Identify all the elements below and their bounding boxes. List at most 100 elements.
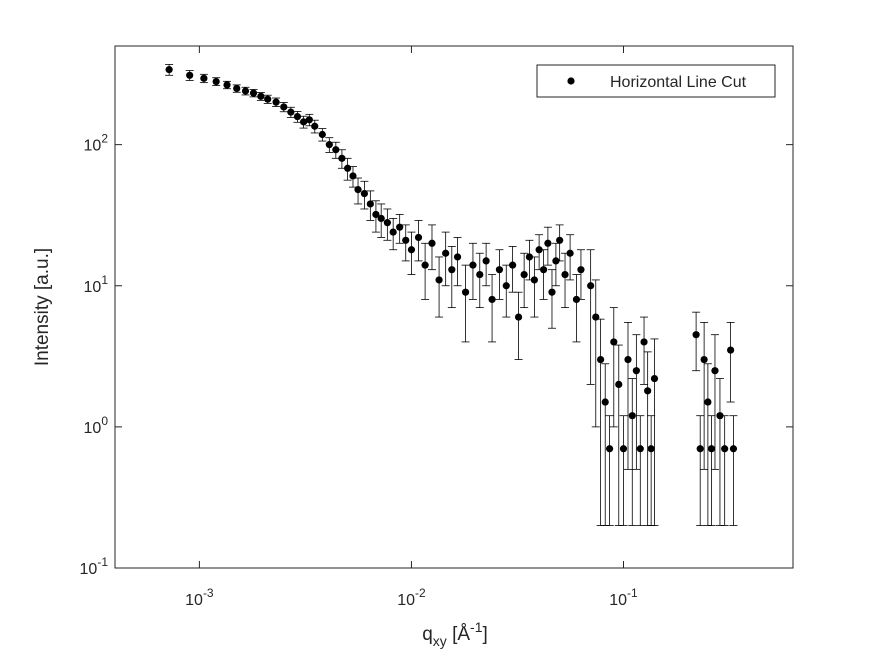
marker [428,239,436,247]
marker [318,130,326,139]
marker [711,367,719,375]
error-bar [636,415,645,526]
error-bar [729,415,738,526]
marker [407,246,416,254]
marker [615,380,623,388]
marker [721,445,729,453]
error-bar [453,237,462,287]
marker [561,270,569,279]
legend: Horizontal Line Cut [536,64,776,98]
error-bar [482,242,491,287]
tick-label: 10-1 [80,555,109,578]
marker [624,355,632,364]
x-label-part: [Å [447,624,471,645]
tick-exponent: 0 [101,414,108,428]
marker [165,66,173,74]
marker [461,288,470,296]
marker [311,122,319,130]
error-bar [609,307,618,428]
marker [360,189,368,198]
marker [349,172,357,180]
marker [729,445,738,453]
marker [530,276,538,284]
marker [305,116,313,124]
error-bar [514,291,523,360]
error-bar [696,415,705,526]
marker [469,261,477,269]
error-bar [605,415,614,526]
marker [272,98,280,106]
error-bar [407,231,416,275]
error-bar [441,231,450,287]
marker [344,164,352,172]
legend-label: Horizontal Line Cut [610,74,747,91]
error-bar [475,252,484,309]
marker [389,228,397,236]
error-bar [628,378,637,526]
tick-base: 10 [609,592,627,609]
marker [396,223,404,231]
x-label-sup: -1 [470,619,483,635]
marker [601,398,609,406]
error-bar [710,334,719,470]
marker [644,387,652,395]
marker [249,89,258,97]
marker [544,239,552,247]
marker [647,445,655,453]
x-label-sub: xy [433,633,447,649]
marker [476,270,484,279]
tick-base: 10 [397,592,415,609]
error-bar [692,311,701,372]
marker [548,288,556,296]
error-bar [447,246,456,309]
tick-label: 102 [84,132,109,155]
marker [556,236,564,244]
tick-exponent: -2 [415,586,426,600]
tick-label: 101 [84,273,109,296]
legend-marker [567,77,575,85]
marker [650,374,659,383]
marker [414,233,423,242]
marker [610,338,618,346]
tick-exponent: -1 [97,555,108,569]
error-bar [520,252,529,309]
error-bar [495,249,504,300]
marker [619,445,628,453]
error-bar [586,249,595,385]
error-bar [572,274,581,343]
y-axis-label: Intensity [a.u.] [32,248,53,366]
marker [552,257,560,265]
marker [287,108,295,116]
tick-base: 10 [80,561,98,578]
x-label-part: ] [482,624,487,645]
marker [448,266,456,274]
marker [332,146,340,154]
marker [372,210,380,219]
error-bar [461,264,470,343]
error-bar [468,242,477,300]
tick-label: 10-1 [609,586,638,609]
marker [592,313,600,321]
marker [264,95,272,103]
tick-exponent: 2 [101,132,108,146]
marker [597,355,605,364]
error-bar [632,334,641,470]
marker [636,445,644,453]
marker [716,412,724,420]
marker [704,398,712,406]
plot-area [114,45,794,569]
error-bar [707,415,716,526]
marker [280,103,288,111]
error-bar [619,415,628,526]
marker [520,270,528,279]
marker [707,445,716,453]
marker [692,331,700,339]
tick-exponent: -3 [203,586,214,600]
marker [241,87,250,95]
error-bars [165,64,738,526]
marker [325,141,333,149]
marker [514,313,523,321]
tick-label: 10-3 [185,586,214,609]
marker [640,338,648,346]
marker [482,257,490,265]
